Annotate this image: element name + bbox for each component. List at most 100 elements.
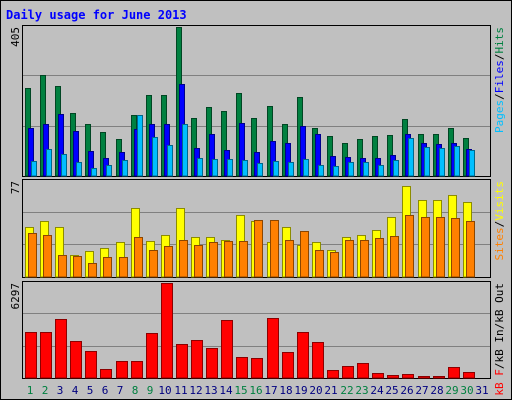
x-tick-label: 2 [42, 384, 49, 397]
legend-visits: Sites/Visits [493, 181, 506, 261]
series-pages [31, 115, 475, 177]
bar-sites-11 [179, 240, 188, 278]
bar-sites-6 [103, 257, 112, 278]
x-tick-label: 15 [234, 384, 247, 397]
bar-pages-27 [424, 147, 430, 177]
bar-pages-14 [227, 159, 233, 177]
bar-kb-f-24 [372, 373, 384, 379]
bar-sites-26 [405, 215, 414, 278]
x-tick-label: 29 [445, 384, 458, 397]
bar-sites-4 [73, 256, 82, 278]
bar-sites-22 [345, 240, 354, 278]
bar-pages-20 [318, 165, 324, 177]
bar-kb-f-2 [40, 332, 52, 379]
bar-kb-f-12 [191, 340, 203, 379]
legend-hits: Pages/Files/Hits [493, 27, 506, 133]
legend-entry: Sites [493, 227, 506, 260]
bar-pages-6 [106, 165, 112, 177]
legend-entry: Pages [493, 100, 506, 133]
bar-pages-19 [303, 159, 309, 177]
x-tick-label: 21 [324, 384, 337, 397]
x-tick-label: 18 [279, 384, 292, 397]
bar-kb-f-22 [342, 366, 354, 379]
series-sites [28, 215, 475, 278]
bar-kb-f-5 [85, 351, 97, 379]
bar-sites-12 [194, 245, 203, 278]
bar-kb-f-15 [236, 357, 248, 379]
bar-pages-12 [197, 158, 203, 177]
x-tick-label: 1 [27, 384, 34, 397]
bar-sites-3 [58, 255, 67, 278]
bar-kb-f-14 [221, 320, 233, 379]
x-tick-label: 22 [340, 384, 353, 397]
bar-sites-7 [119, 257, 128, 278]
x-tick-label: 17 [264, 384, 277, 397]
bar-kb-f-28 [433, 376, 445, 379]
y-max-label: 6297 [9, 283, 22, 310]
bar-pages-5 [91, 168, 97, 177]
x-tick-label: 31 [475, 384, 488, 397]
bar-kb-f-13 [206, 348, 218, 379]
bar-pages-30 [469, 150, 475, 177]
legend-entry: Files [493, 60, 506, 93]
x-tick-label: 12 [189, 384, 202, 397]
legend-entry: / [493, 323, 506, 330]
bar-kb-f-11 [176, 344, 188, 379]
x-tick-label: 6 [102, 384, 109, 397]
bar-pages-25 [393, 160, 399, 177]
x-tick-label: 5 [87, 384, 94, 397]
x-tick-label: 26 [400, 384, 413, 397]
x-tick-label: 9 [147, 384, 154, 397]
bar-kb-f-4 [70, 341, 82, 379]
bar-kb-f-27 [418, 376, 430, 379]
bar-sites-25 [390, 236, 399, 278]
bar-pages-24 [378, 165, 384, 177]
bar-pages-4 [76, 162, 82, 177]
x-axis-day-labels: 1 2 3 4 5 6 7 8 9 10 11 12 13 14 15 16 17 18 19 20 21 22 23 24 2… [27, 384, 489, 397]
bar-pages-17 [273, 161, 279, 177]
bar-kb-f-1 [25, 332, 37, 379]
bar-sites-24 [375, 238, 384, 278]
bar-kb-f-21 [327, 370, 339, 379]
bar-sites-23 [360, 240, 369, 278]
bar-pages-7 [122, 160, 128, 177]
legend-entry: kB F [493, 369, 506, 396]
panel-visits: 77 Sites/Visits [9, 179, 506, 278]
bar-pages-18 [288, 162, 294, 177]
bar-sites-5 [88, 263, 97, 278]
y-max-label: 405 [9, 27, 22, 47]
bar-sites-27 [421, 217, 430, 278]
y-max-label: 77 [9, 181, 22, 194]
bar-pages-11 [182, 124, 188, 177]
x-tick-label: 20 [309, 384, 322, 397]
legend-entry: / [493, 363, 506, 370]
x-tick-label: 30 [460, 384, 473, 397]
bar-sites-10 [164, 246, 173, 278]
bar-sites-28 [436, 217, 445, 278]
legend-entry: Hits [493, 27, 506, 54]
x-tick-label: 28 [430, 384, 443, 397]
legend-entry: / [493, 93, 506, 100]
bar-sites-1 [28, 233, 37, 278]
bar-sites-2 [43, 235, 52, 278]
bar-pages-10 [167, 145, 173, 177]
x-tick-label: 19 [294, 384, 307, 397]
bar-sites-15 [239, 241, 248, 278]
bar-sites-29 [451, 218, 460, 278]
legend-entry: / [493, 54, 506, 61]
x-tick-label: 4 [72, 384, 79, 397]
bar-pages-26 [408, 138, 414, 177]
bar-pages-9 [152, 137, 158, 177]
bar-sites-21 [330, 252, 339, 278]
x-tick-label: 13 [204, 384, 217, 397]
legend-entry: Visits [493, 181, 506, 221]
bar-sites-13 [209, 242, 218, 278]
x-tick-label: 14 [219, 384, 233, 397]
x-tick-label: 7 [117, 384, 124, 397]
x-tick-label: 11 [174, 384, 187, 397]
bar-pages-22 [348, 162, 354, 177]
x-tick-label: 23 [355, 384, 368, 397]
bar-kb-f-18 [282, 352, 294, 379]
bar-kb-f-19 [297, 332, 309, 379]
x-tick-label: 27 [415, 384, 428, 397]
